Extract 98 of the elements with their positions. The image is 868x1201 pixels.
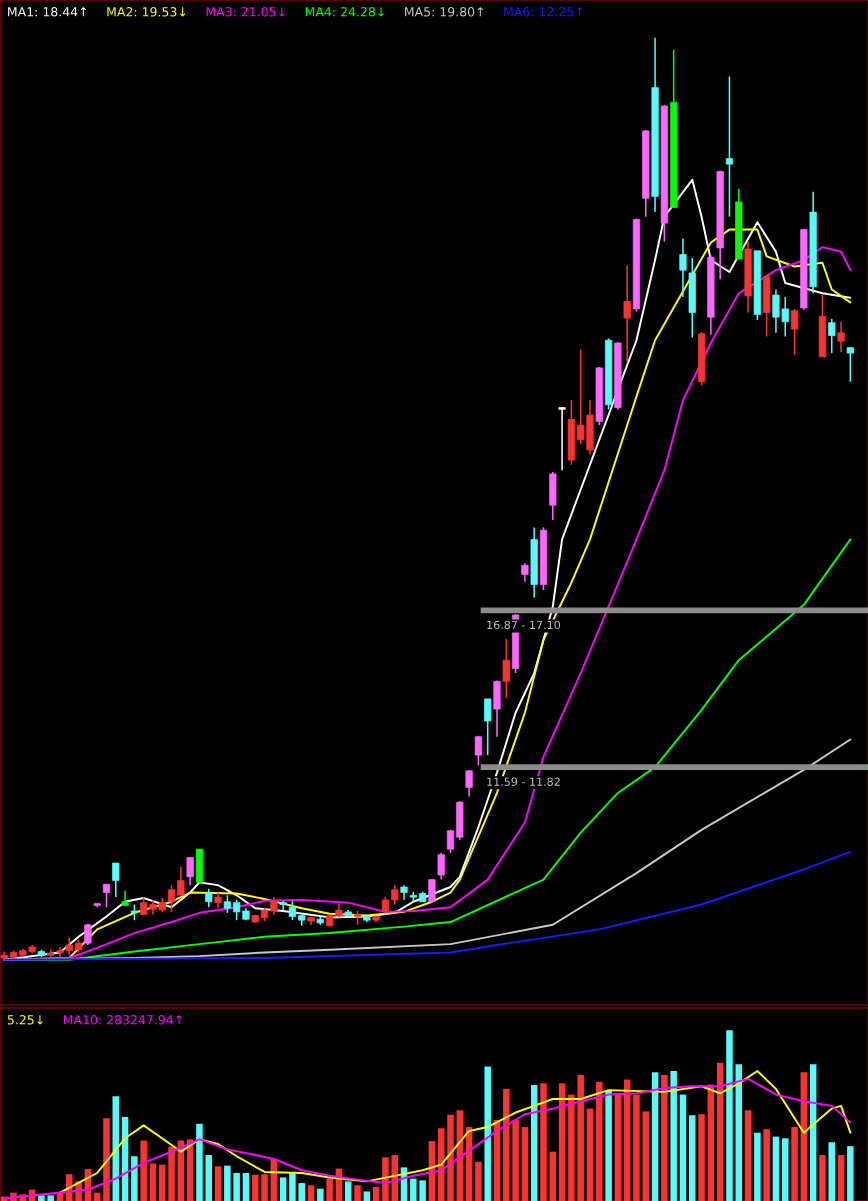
bar: [382, 1157, 389, 1201]
bar: [698, 1114, 705, 1201]
candlestick: [474, 735, 482, 767]
bar: [47, 1195, 54, 1201]
candlestick: [102, 883, 111, 909]
candlestick: [623, 264, 631, 364]
bar: [651, 1072, 659, 1201]
bar: [503, 1088, 510, 1201]
bar: [772, 1136, 780, 1201]
bar: [261, 1174, 268, 1201]
bar: [38, 1195, 45, 1201]
candlestick: [205, 888, 213, 909]
candlestick: [465, 769, 473, 798]
bar: [642, 1111, 650, 1201]
text: MA5: 19.80↑: [405, 7, 483, 17]
bar: [214, 1166, 222, 1201]
bar: [251, 1174, 259, 1201]
bar: [131, 1156, 138, 1201]
bar: [103, 1118, 110, 1201]
bar: [670, 1071, 677, 1201]
candlestick: [437, 852, 445, 881]
band-label: 16.87 - 17.10: [487, 620, 561, 630]
band-label: 11.59 - 11.82: [487, 777, 560, 786]
bar: [447, 1114, 454, 1201]
bar: [307, 1185, 315, 1201]
bar: [754, 1132, 761, 1201]
bar: [735, 1064, 743, 1201]
candlestick: [725, 75, 734, 218]
bar: [419, 1180, 426, 1201]
bar: [298, 1183, 305, 1201]
bar: [512, 1119, 519, 1201]
text: MA1: 18.44↑: [8, 7, 87, 17]
candlestick: [391, 884, 399, 906]
bar: [410, 1178, 417, 1201]
bar: [205, 1155, 212, 1201]
bar: [568, 1094, 575, 1201]
candlestick: [521, 562, 529, 583]
candlestick: [112, 862, 120, 898]
bar: [354, 1185, 361, 1201]
candlestick: [558, 406, 566, 471]
candlestick: [846, 346, 854, 383]
bar: [791, 1127, 798, 1201]
bar: [661, 1074, 668, 1201]
candlestick: [502, 638, 510, 699]
bar: [159, 1164, 166, 1201]
bar: [614, 1092, 622, 1201]
bar: [391, 1155, 398, 1201]
candlestick: [186, 856, 194, 886]
bar: [726, 1030, 733, 1201]
candlestick: [837, 321, 845, 353]
bar: [363, 1191, 371, 1201]
text: MA6: 12.25↑: [504, 7, 583, 17]
bar: [344, 1181, 352, 1201]
bar: [549, 1151, 557, 1201]
bar: [372, 1186, 380, 1201]
candlestick: [177, 865, 185, 897]
bar: [809, 1064, 817, 1201]
bar: [540, 1083, 547, 1201]
bar: [168, 1146, 175, 1201]
candlestick: [167, 884, 176, 913]
bar: [633, 1094, 640, 1201]
text: MA4: 24.28↓: [305, 7, 384, 17]
bar: [586, 1108, 594, 1201]
text: MA3: 21.05↓: [206, 7, 285, 17]
text: MA2: 19.53↓: [107, 7, 186, 17]
text: 5.25↓: [7, 1015, 43, 1025]
candlestick: [428, 878, 436, 904]
bar: [679, 1094, 687, 1201]
bar: [763, 1129, 770, 1201]
bar: [819, 1155, 826, 1201]
bar: [224, 1165, 231, 1201]
bar: [484, 1066, 491, 1201]
text: MA10: 283247.94↑: [63, 1015, 182, 1025]
bar: [577, 1074, 584, 1201]
bar: [837, 1155, 845, 1201]
bar: [279, 1177, 287, 1201]
bar: [605, 1090, 612, 1201]
bar: [326, 1178, 333, 1201]
bar: [781, 1138, 789, 1201]
candlestick: [484, 698, 492, 756]
bar: [242, 1172, 250, 1201]
bar: [596, 1081, 603, 1201]
bar: [475, 1161, 482, 1201]
bar: [847, 1146, 854, 1201]
bar: [828, 1142, 835, 1201]
bar: [689, 1115, 696, 1201]
bar: [317, 1188, 324, 1201]
candlestick: [828, 318, 836, 354]
candlestick: [679, 238, 687, 298]
bar: [744, 1110, 752, 1201]
bar: [140, 1140, 147, 1201]
candlestick: [288, 900, 297, 921]
candlestick: [790, 308, 799, 356]
bar: [196, 1123, 203, 1201]
bar: [149, 1163, 157, 1201]
bar: [521, 1127, 529, 1201]
bar: [233, 1172, 240, 1201]
bar: [289, 1172, 296, 1201]
